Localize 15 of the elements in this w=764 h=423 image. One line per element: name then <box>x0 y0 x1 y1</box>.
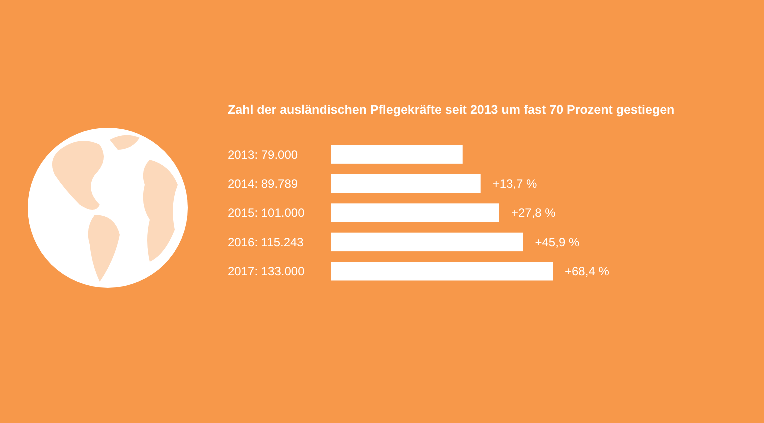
bar <box>331 232 524 252</box>
y-tick-label: 2017: 133.000 <box>228 264 306 279</box>
y-tick-label: 2013: 79.000 <box>228 148 298 162</box>
bar <box>331 145 463 164</box>
annotation: +68,4 % <box>565 264 610 279</box>
bar <box>331 174 481 194</box>
y-tick-label: 2014: 89.789 <box>228 177 298 191</box>
chart-title: Zahl der ausländischen Pflegekräfte seit 2013 um fast 70 Prozent gestiegen <box>228 103 675 117</box>
y-tick-label: 2015: 101.000 <box>228 206 306 220</box>
bar <box>331 262 553 281</box>
annotation: +13,7 % <box>492 177 538 191</box>
bar <box>331 204 500 222</box>
annotation: +45,9 % <box>535 235 580 250</box>
y-tick-label: 2016: 115.243 <box>228 235 304 250</box>
annotation: +27,8 % <box>512 206 556 220</box>
